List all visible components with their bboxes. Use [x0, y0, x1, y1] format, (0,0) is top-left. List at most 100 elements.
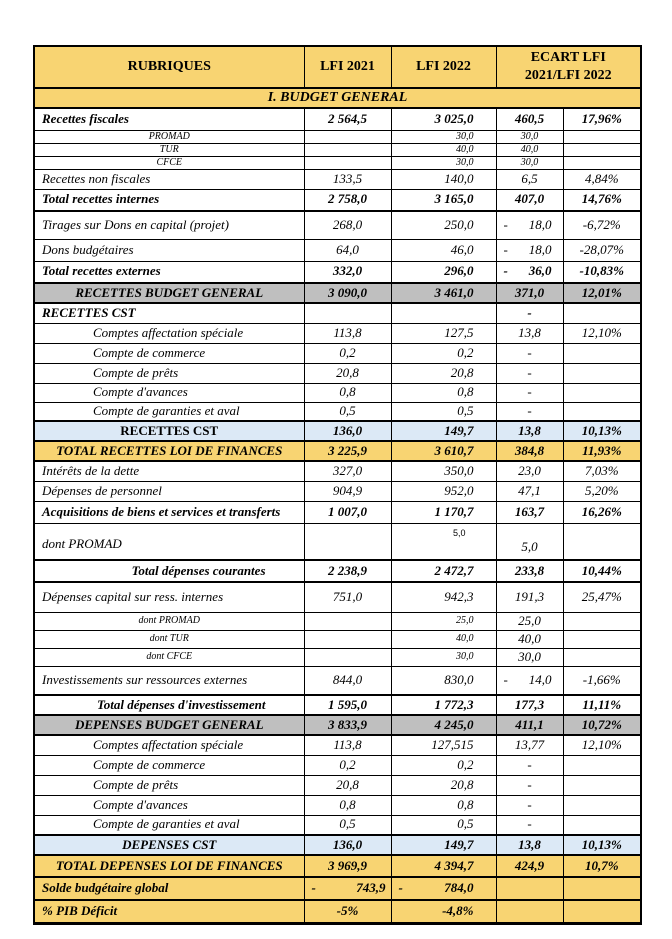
cell-value: 784,0 [444, 880, 474, 896]
rubrique-cell: DEPENSES CST [33, 834, 305, 856]
lfi-2021-cell [303, 629, 392, 649]
table-row: Total recettes externes 332,0 296,0- 36,0 -1… [33, 260, 642, 284]
rubrique-cell: Total dépenses courantes [33, 559, 305, 583]
table-row: Comptes affectation spéciale 113,8 127,515… [33, 734, 642, 756]
lfi-2021-cell: 64,0 [303, 238, 392, 262]
ecart-value-cell: 177,3 [495, 694, 564, 716]
table-row: Recettes non fiscales 133,5 140,0 6,5 4,84% [33, 168, 642, 190]
lfi-2021-cell: 0,8 [303, 382, 392, 403]
rubrique-cell: Compte de commerce [33, 342, 305, 364]
ecart-value-cell: - [495, 342, 564, 364]
lfi-2022-cell: 296,0 [390, 260, 497, 284]
table-row: dont TUR 40,0 40,0 [33, 629, 642, 649]
lfi-2022-cell: 1 170,7 [390, 500, 497, 524]
lfi-2022-cell: 0,5 [390, 814, 497, 836]
budget-table: RUBRIQUES LFI 2021 LFI 2022 ECART LFI 20… [33, 45, 643, 925]
ecart-value-cell: 6,5 [495, 168, 564, 190]
lfi-2021-cell: 0,2 [303, 342, 392, 364]
table-row: CFCE 30,0 30,0 [33, 155, 642, 170]
minus-sign: - [503, 241, 508, 257]
ecart-percent-cell [562, 814, 642, 836]
lfi-2021-cell: 3 833,9 [303, 714, 392, 736]
rubrique-cell: Recettes fiscales [33, 107, 305, 131]
lfi-2022-cell: 30,0 [390, 129, 497, 144]
rubrique-cell: dont PROMAD [33, 611, 305, 631]
rubrique-cell: Comptes affectation spéciale [33, 322, 305, 344]
ecart-value-cell: 30,0 [495, 647, 564, 667]
table-row: TOTAL RECETTES LOI DE FINANCES 3 225,9 3 6… [33, 440, 642, 462]
lfi-2022-cell: 127,515 [390, 734, 497, 756]
rubrique-cell: dont CFCE [33, 647, 305, 667]
ecart-value-cell: - [495, 754, 564, 776]
lfi-2021-cell: 1 007,0 [303, 500, 392, 524]
lfi-2021-cell [303, 647, 392, 667]
table-row: DEPENSES CST 136,0 149,7 13,8 10,13% [33, 834, 642, 856]
lfi-2021-cell: 2 758,0 [303, 188, 392, 212]
table-header-row: RUBRIQUES LFI 2021 LFI 2022 ECART LFI 20… [33, 45, 642, 89]
lfi-2022-cell: 2 472,7 [390, 559, 497, 583]
column-header-ecart: ECART LFI 2021/LFI 2022 [495, 45, 642, 89]
rubrique-cell: TUR [33, 142, 305, 157]
table-row: Comptes affectation spéciale 113,8 127,5 13… [33, 322, 642, 344]
table-row: Acquisitions de biens et services et tra… [33, 500, 642, 524]
lfi-2021-cell: - 743,9 [303, 876, 392, 901]
table-row: Compte d'avances 0,8 0,8- [33, 382, 642, 403]
lfi-2021-cell: 20,8 [303, 362, 392, 384]
lfi-2022-cell: 149,7 [390, 420, 497, 442]
table-row: Dépenses capital sur ress. internes 751,0… [33, 581, 642, 613]
ecart-value-cell: 23,0 [495, 460, 564, 482]
rubrique-cell: Dépenses de personnel [33, 480, 305, 502]
table-row: dont PROMAD 5,0 5,0 [33, 522, 642, 561]
rubrique-cell: RECETTES BUDGET GENERAL [33, 282, 305, 304]
ecart-value-cell: 407,0 [495, 188, 564, 212]
ecart-percent-cell [562, 794, 642, 816]
ecart-percent-cell: -28,07% [562, 238, 642, 262]
minus-sign: - [503, 671, 508, 687]
lfi-2021-cell: 20,8 [303, 774, 392, 796]
rubrique-cell: DEPENSES BUDGET GENERAL [33, 714, 305, 736]
ecart-value-cell: 30,0 [495, 155, 564, 170]
lfi-2021-cell [303, 611, 392, 631]
table-row: dont CFCE 30,0 30,0 [33, 647, 642, 667]
table-row: Total recettes internes 2 758,0 3 165,0 407… [33, 188, 642, 212]
table-row: % PIB Déficit -5% -4,8% [33, 899, 642, 924]
lfi-2022-cell: 20,8 [390, 362, 497, 384]
table-row: RECETTES BUDGET GENERAL 3 090,0 3 461,0 371… [33, 282, 642, 304]
ecart-percent-cell: 10,72% [562, 714, 642, 736]
ecart-value-cell: 13,8 [495, 834, 564, 856]
ecart-percent-cell: 11,11% [562, 694, 642, 716]
rubrique-cell: Compte de garanties et aval [33, 814, 305, 836]
ecart-value-cell [495, 876, 564, 901]
lfi-2021-cell: 3 969,9 [303, 854, 392, 878]
ecart-percent-cell [562, 629, 642, 649]
table-row: Total dépenses d'investissement 1 595,0 1 … [33, 694, 642, 716]
ecart-value-cell: - [495, 401, 564, 422]
rubrique-cell: Recettes non fiscales [33, 168, 305, 190]
table-row: Tirages sur Dons en capital (projet) 268,… [33, 210, 642, 240]
table-body: Recettes fiscales 2 564,5 3 025,0 460,5 17,9… [33, 107, 642, 924]
ecart-percent-cell [562, 302, 642, 324]
ecart-percent-cell: 25,47% [562, 581, 642, 613]
ecart-percent-cell: 10,13% [562, 420, 642, 442]
table-row: TUR 40,0 40,0 [33, 142, 642, 157]
lfi-2021-cell: 904,9 [303, 480, 392, 502]
lfi-2021-cell: 2 238,9 [303, 559, 392, 583]
ecart-percent-cell: 12,10% [562, 322, 642, 344]
ecart-percent-cell [562, 382, 642, 403]
rubrique-cell: Tirages sur Dons en capital (projet) [33, 210, 305, 240]
rubrique-cell: TOTAL RECETTES LOI DE FINANCES [33, 440, 305, 462]
table-row: Compte de commerce 0,2 0,2- [33, 754, 642, 776]
table-row: Dépenses de personnel 904,9 952,0 47,1 5,20% [33, 480, 642, 502]
ecart-value-cell: 163,7 [495, 500, 564, 524]
lfi-2022-cell: 140,0 [390, 168, 497, 190]
lfi-2021-cell: 0,5 [303, 401, 392, 422]
table-row: TOTAL DEPENSES LOI DE FINANCES 3 969,9 4 3… [33, 854, 642, 878]
rubrique-cell: Compte d'avances [33, 382, 305, 403]
ecart-value-cell: 233,8 [495, 559, 564, 583]
lfi-2021-cell: 133,5 [303, 168, 392, 190]
lfi-2021-cell: -5% [303, 899, 392, 924]
ecart-value-cell: 40,0 [495, 629, 564, 649]
ecart-percent-cell: 10,7% [562, 854, 642, 878]
table-row: dont PROMAD 25,0 25,0 [33, 611, 642, 631]
